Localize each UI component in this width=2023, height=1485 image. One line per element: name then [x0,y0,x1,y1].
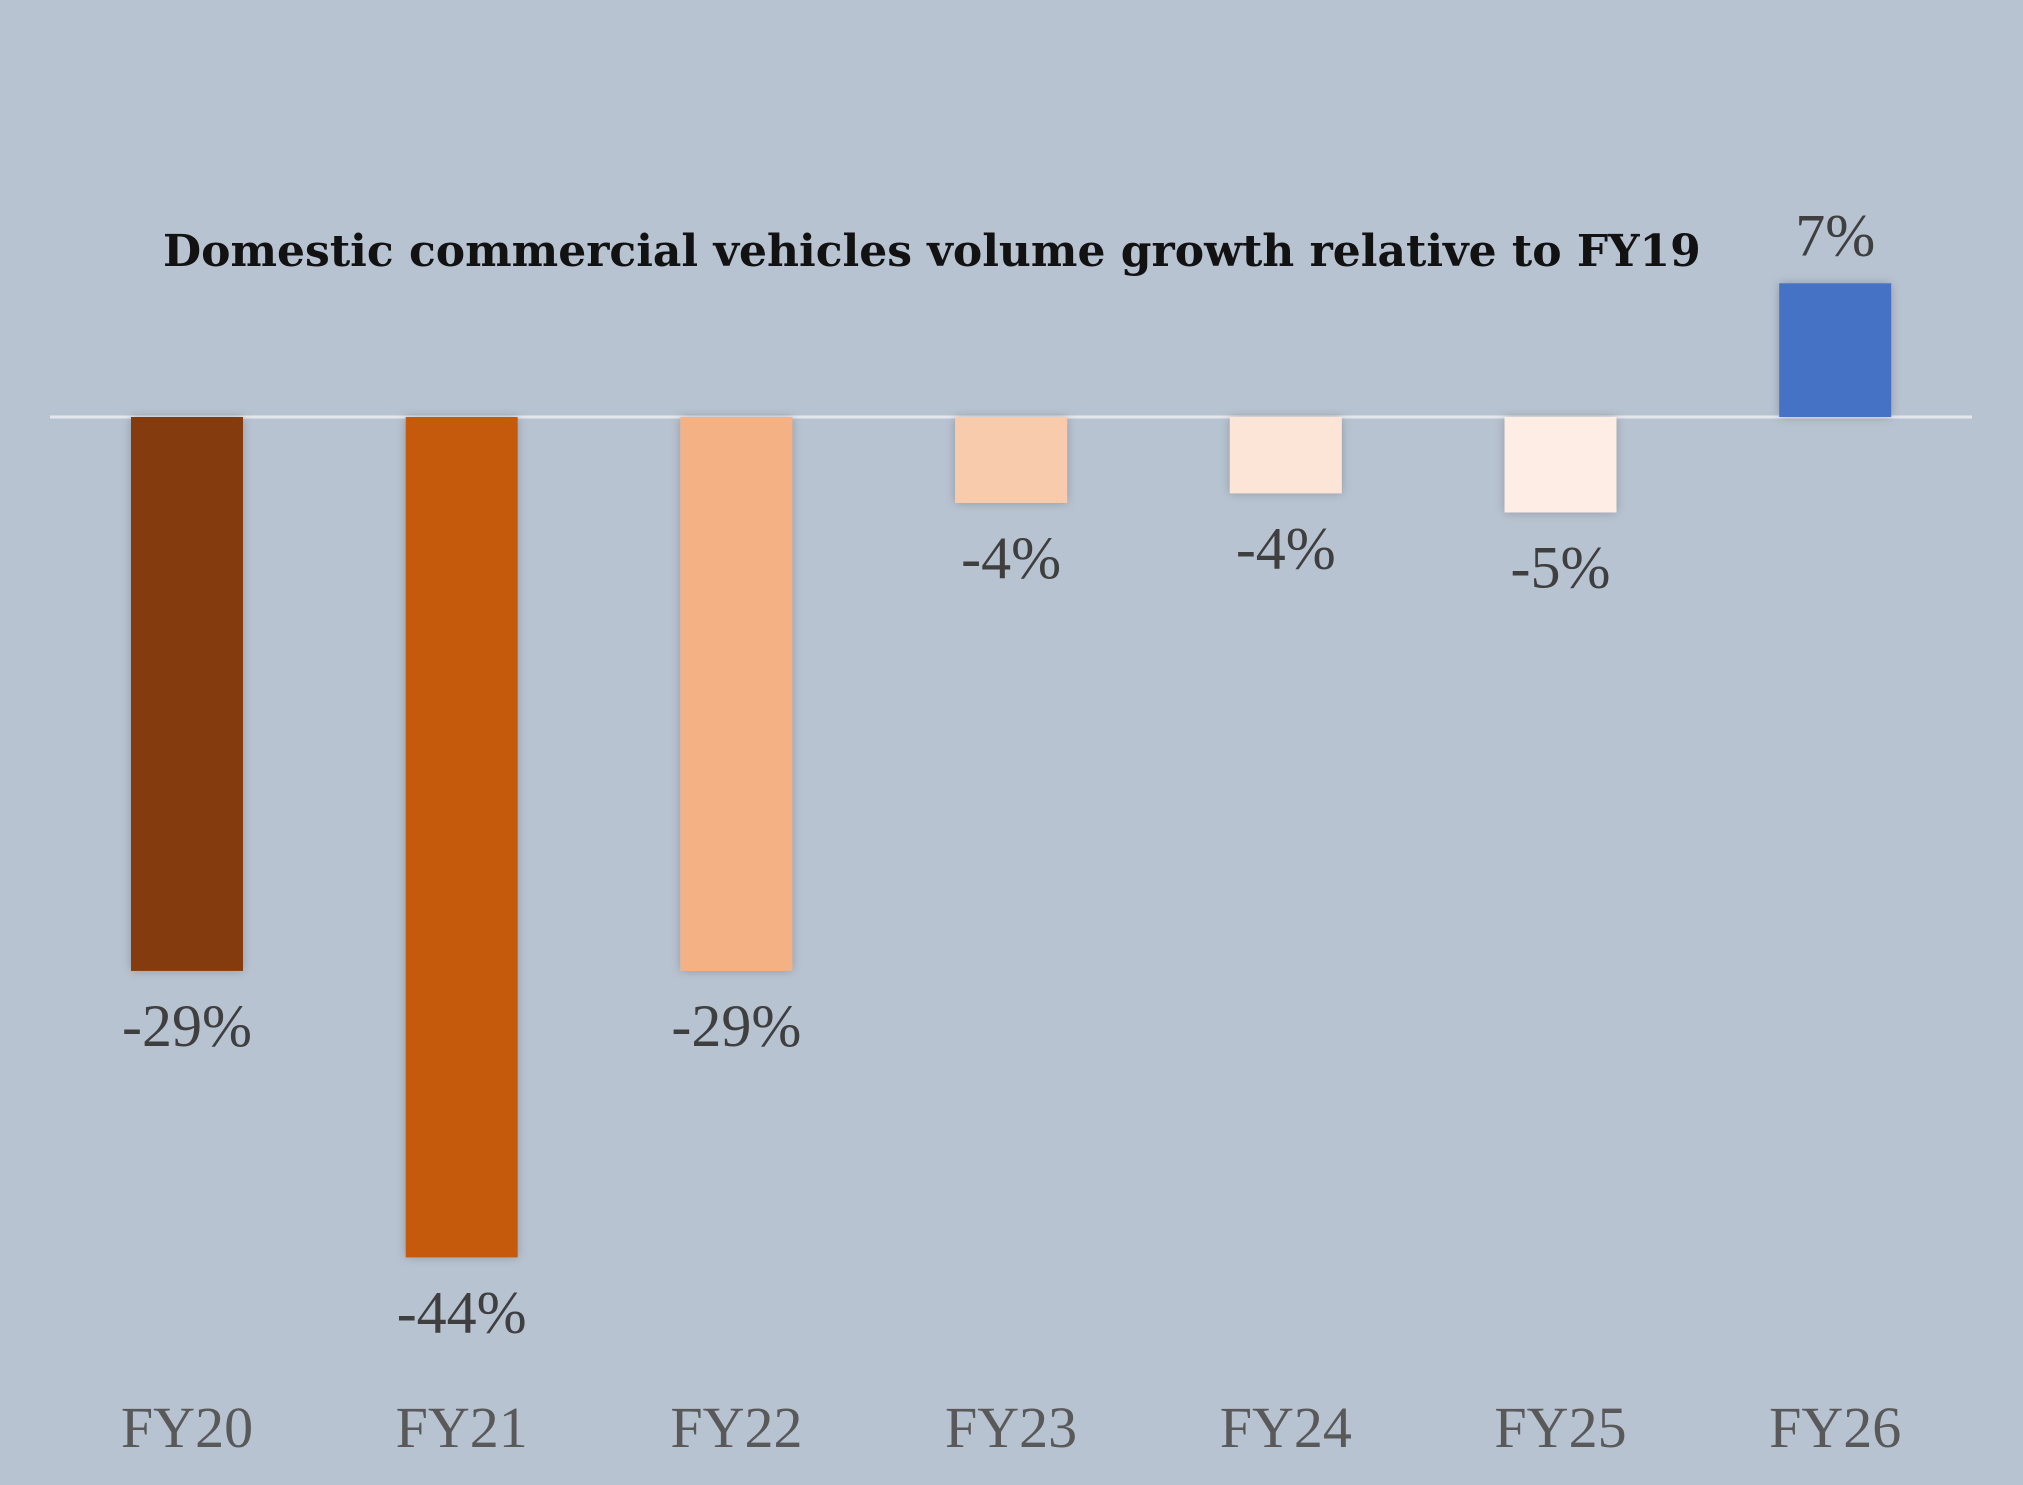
data-label-fy24: -4% [1236,515,1336,581]
category-label-fy24: FY24 [1220,1395,1352,1460]
category-label-fy20: FY20 [121,1395,253,1460]
data-label-fy20: -29% [122,993,252,1059]
category-label-fy25: FY25 [1494,1395,1626,1460]
bar-fy23 [955,417,1068,503]
category-label-fy22: FY22 [670,1395,802,1460]
data-label-fy25: -5% [1511,535,1611,601]
data-label-fy22: -29% [671,993,801,1059]
bar-fy26 [1779,283,1892,417]
chart-title: Domestic commercial vehicles volume grow… [163,226,1701,277]
data-label-fy21: -44% [397,1279,527,1345]
bar-fy25 [1504,417,1617,513]
bar-fy21 [405,417,518,1258]
category-label-fy26: FY26 [1769,1395,1901,1460]
bar-fy20 [131,417,243,971]
bar-fy22 [680,417,793,971]
data-label-fy26: 7% [1795,202,1875,268]
category-label-fy21: FY21 [396,1395,528,1460]
bars-layer [131,283,1892,1258]
bar-fy24 [1229,417,1342,494]
data-label-fy23: -4% [961,525,1061,591]
labels-layer: -29% FY20 -44% FY21 -29% FY22 -4% FY23 -4% FY24 -5… [121,202,1901,1460]
category-label-fy23: FY23 [945,1395,1077,1460]
